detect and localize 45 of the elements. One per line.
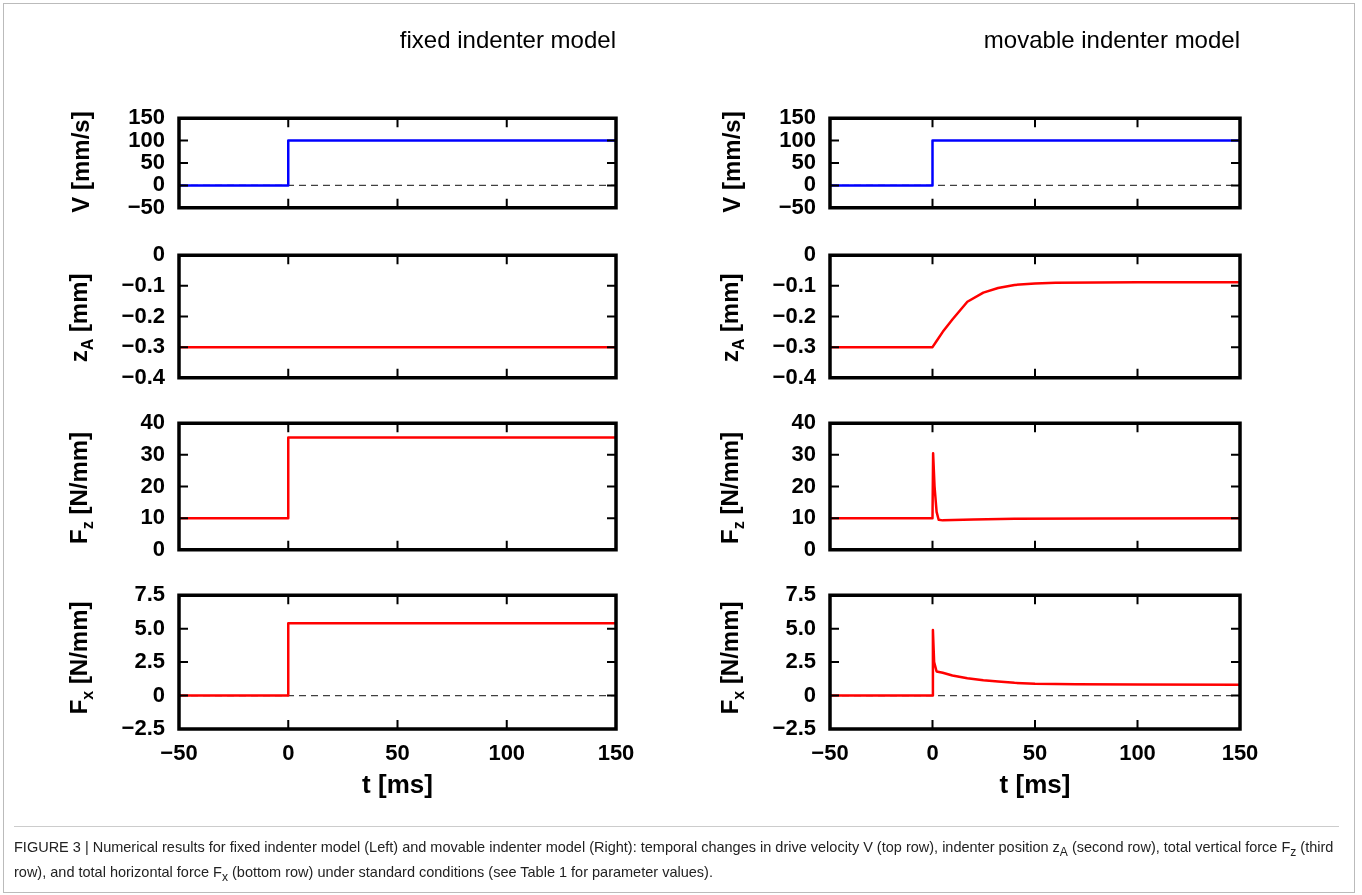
y-tick-label: −0.1 <box>772 271 816 297</box>
y-tick-label: −2.5 <box>121 715 165 741</box>
y-tick-label: 2.5 <box>785 648 816 674</box>
x-tick-label: 150 <box>597 740 635 766</box>
y-tick-label: 40 <box>791 409 816 435</box>
y-tick-label: 7.5 <box>785 581 816 607</box>
x-tick-label: 100 <box>1119 740 1156 766</box>
y-tick-label: −0.3 <box>121 333 165 359</box>
y-tick-label: 0 <box>803 681 816 707</box>
y-tick-label: 30 <box>140 440 165 466</box>
y-tick-label: −0.4 <box>772 363 817 389</box>
x-tick-label: 50 <box>1022 740 1048 766</box>
x-axis-title: t [ms] <box>998 769 1072 800</box>
y-tick-label: 5.0 <box>134 614 165 640</box>
x-tick-label: 0 <box>282 740 295 766</box>
y-tick-label: −0.4 <box>121 363 166 389</box>
x-axis-title: t [ms] <box>361 769 434 800</box>
y-tick-label: −2.5 <box>772 715 816 741</box>
y-tick-label: −0.2 <box>121 302 165 328</box>
y-tick-label: 0 <box>152 535 165 561</box>
y-tick-label: −0.2 <box>772 302 816 328</box>
y-tick-label: 40 <box>140 409 165 435</box>
y-tick-label: 0 <box>152 241 165 267</box>
y-tick-label: −0.3 <box>772 333 816 359</box>
chart-title: fixed indenter model <box>398 26 616 54</box>
x-tick-label: 0 <box>926 740 939 766</box>
chart-title: movable indenter model <box>982 26 1240 54</box>
y-tick-label: 0 <box>152 681 165 707</box>
y-tick-label: 30 <box>791 440 816 466</box>
y-tick-label: 0 <box>803 535 816 561</box>
y-tick-label: 2.5 <box>134 648 165 674</box>
x-tick-label: 100 <box>488 740 526 766</box>
y-tick-label: 10 <box>140 504 165 530</box>
y-tick-label: −0.1 <box>121 271 165 297</box>
y-axis-title: V [mm/s] <box>718 110 746 215</box>
y-tick-label: 0 <box>803 241 816 267</box>
y-tick-label: 10 <box>791 504 816 530</box>
y-tick-label: 7.5 <box>134 581 165 607</box>
y-tick-label: 20 <box>791 472 816 498</box>
text: FIGURE 3 | Numerical results for fixed indenter model (Left) and movable indenter model (Right): temporal changes in drive velocity V (top row), indenter position z$_{A}$ (second row), total vertical force F$_{z}$ (third row), and total horizontal force F$_{x}$ (bottom row) under standard conditions (see Table 1 for parameter values). <box>14 839 1334 884</box>
x-tick-label: 50 <box>385 740 410 766</box>
y-tick-label: 5.0 <box>785 614 816 640</box>
y-tick-label: 20 <box>140 472 165 498</box>
y-axis-title: V [mm/s] <box>67 110 95 215</box>
x-tick-label: 150 <box>1221 740 1259 766</box>
